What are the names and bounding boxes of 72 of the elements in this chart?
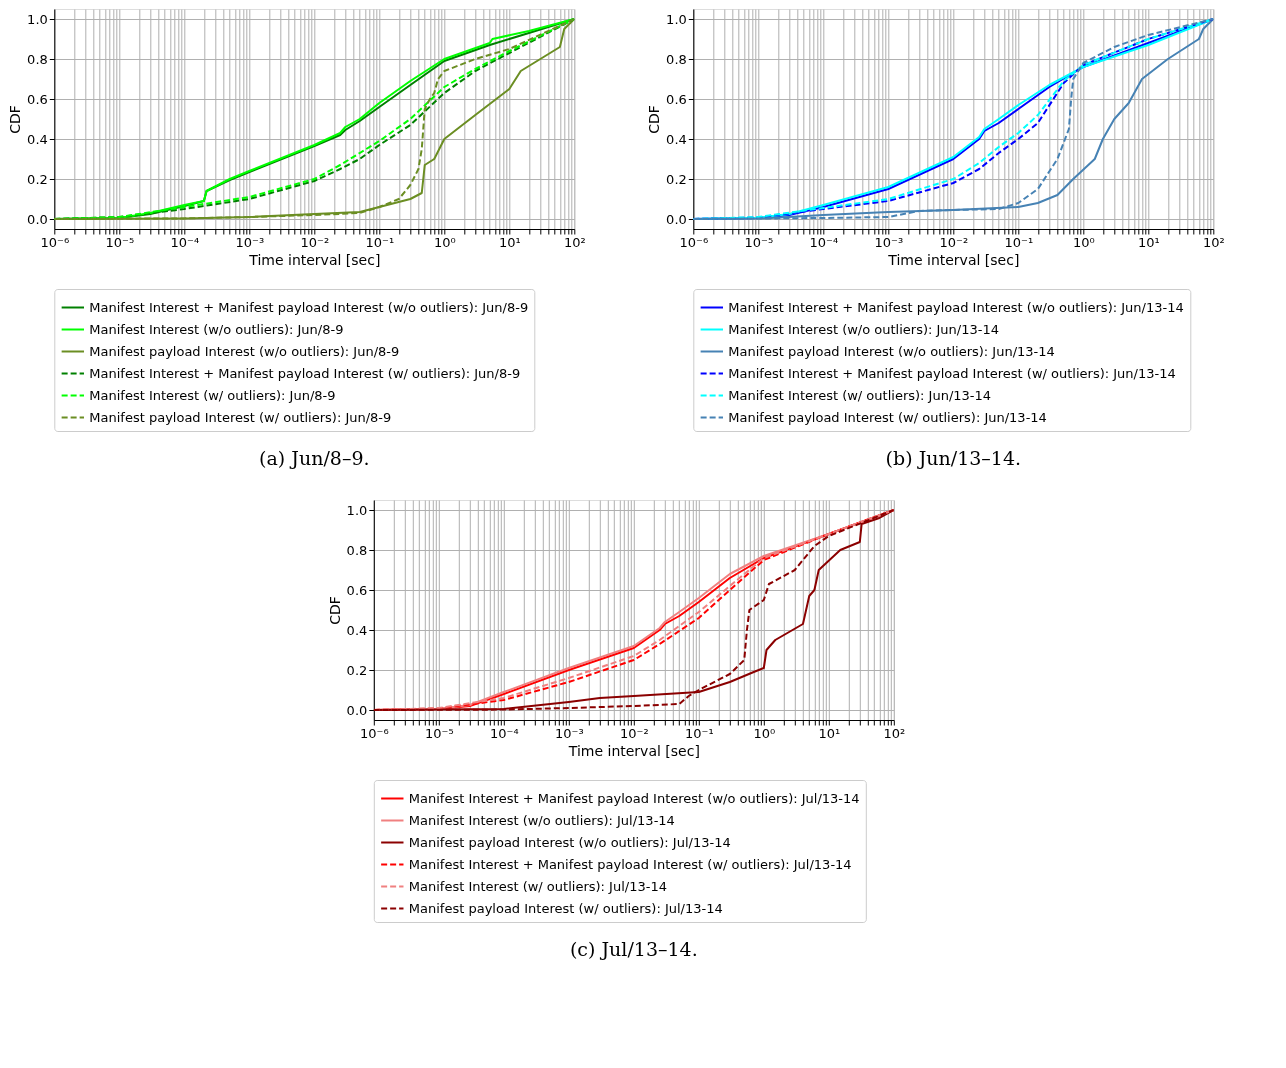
x-tick-label: 10⁻⁴ (809, 234, 839, 250)
y-tick-label: 0.6 (346, 582, 368, 598)
y-tick-label: 0.6 (666, 91, 687, 107)
legend-label: Manifest payload Interest (w/o outliers): Jul/13-14 (408, 834, 731, 850)
legend-label: Manifest Interest + Manifest payload Interest (w/ outliers): Jun/13-14 (728, 365, 1176, 381)
x-tick-label: 10⁰ (433, 234, 456, 250)
x-tick-label: 10⁻³ (555, 725, 584, 741)
x-tick-label: 10⁻⁶ (679, 234, 709, 250)
y-axis-title: CDF (646, 105, 663, 134)
y-tick-label: 1.0 (346, 502, 368, 518)
y-axis-title: CDF (7, 105, 24, 134)
y-axis-title: CDF (326, 596, 343, 625)
y-tick-label: 0.2 (27, 171, 48, 187)
y-tick-label: 0.8 (666, 51, 687, 67)
x-tick-label: 10⁻⁶ (360, 725, 389, 741)
y-tick-label: 0.2 (346, 662, 368, 678)
y-tick-label: 0.8 (27, 51, 48, 67)
legend-label: Manifest Interest (w/ outliers): Jul/13-14 (408, 878, 667, 894)
x-tick-label: 10⁰ (1072, 234, 1095, 250)
legend-label: Manifest payload Interest (w/ outliers): Jul/13-14 (408, 900, 723, 916)
legend-label: Manifest Interest + Manifest payload Interest (w/o outliers): Jul/13-14 (408, 790, 860, 806)
x-tick-label: 10⁻⁵ (744, 234, 774, 250)
x-tick-label: 10⁻³ (235, 234, 265, 250)
x-tick-label: 10⁻³ (874, 234, 904, 250)
x-axis-title: Time interval [sec] (567, 742, 700, 759)
x-tick-label: 10⁻⁶ (40, 234, 70, 250)
y-tick-label: 0.4 (666, 131, 687, 147)
x-tick-label: 10¹ (1137, 234, 1160, 250)
x-tick-label: 10⁰ (753, 725, 776, 741)
y-tick-label: 0.4 (27, 131, 48, 147)
y-tick-label: 0.0 (27, 211, 48, 227)
legend-label: Manifest Interest (w/o outliers): Jul/13-14 (408, 812, 675, 828)
x-tick-label: 10⁻¹ (365, 234, 395, 250)
x-tick-label: 10² (883, 725, 906, 741)
text: (b) Jun/13–14. (885, 446, 1022, 469)
x-tick-label: 10² (1202, 234, 1225, 250)
legend-label: Manifest payload Interest (w/o outliers): Jun/13-14 (728, 343, 1055, 359)
x-tick-label: 10¹ (818, 725, 841, 741)
legend-label: Manifest Interest + Manifest payload Interest (w/ outliers): Jun/8-9 (89, 365, 521, 381)
x-tick-label: 10¹ (498, 234, 521, 250)
text: (a) Jun/8–9. (259, 446, 370, 469)
x-axis-title: Time interval [sec] (248, 251, 381, 268)
legend-label: Manifest Interest + Manifest payload Interest (w/o outliers): Jun/8-9 (89, 299, 529, 315)
x-tick-label: 10⁻⁵ (425, 725, 454, 741)
legend-label: Manifest Interest + Manifest payload Interest (w/ outliers): Jul/13-14 (408, 856, 852, 872)
x-tick-label: 10⁻⁴ (170, 234, 200, 250)
legend-label: Manifest Interest + Manifest payload Interest (w/o outliers): Jun/13-14 (728, 299, 1184, 315)
text: (c) Jul/13–14. (569, 937, 698, 960)
x-tick-label: 10⁻¹ (685, 725, 714, 741)
legend-label: Manifest payload Interest (w/o outliers): Jun/8-9 (89, 343, 400, 359)
y-tick-label: 0.6 (27, 91, 48, 107)
x-tick-label: 10⁻¹ (1004, 234, 1034, 250)
legend-label: Manifest Interest (w/ outliers): Jun/8-9 (89, 387, 336, 403)
legend-label: Manifest Interest (w/o outliers): Jun/8-9 (89, 321, 344, 337)
y-tick-label: 0.4 (346, 622, 368, 638)
y-tick-label: 0.0 (346, 702, 368, 718)
x-tick-label: 10⁻² (300, 234, 330, 250)
x-tick-label: 10⁻² (939, 234, 969, 250)
y-tick-label: 0.8 (346, 542, 368, 558)
y-tick-label: 0.2 (666, 171, 687, 187)
legend-label: Manifest payload Interest (w/ outliers): Jun/13-14 (728, 409, 1047, 425)
legend-label: Manifest Interest (w/ outliers): Jun/13-14 (728, 387, 992, 403)
x-tick-label: 10⁻⁵ (105, 234, 135, 250)
x-tick-label: 10⁻² (620, 725, 649, 741)
y-tick-label: 1.0 (27, 11, 48, 27)
x-tick-label: 10² (563, 234, 586, 250)
legend-label: Manifest Interest (w/o outliers): Jun/13-14 (728, 321, 1000, 337)
x-tick-label: 10⁻⁴ (490, 725, 519, 741)
y-tick-label: 1.0 (666, 11, 687, 27)
x-axis-title: Time interval [sec] (887, 251, 1020, 268)
legend-label: Manifest payload Interest (w/ outliers): Jun/8-9 (89, 409, 392, 425)
y-tick-label: 0.0 (666, 211, 687, 227)
